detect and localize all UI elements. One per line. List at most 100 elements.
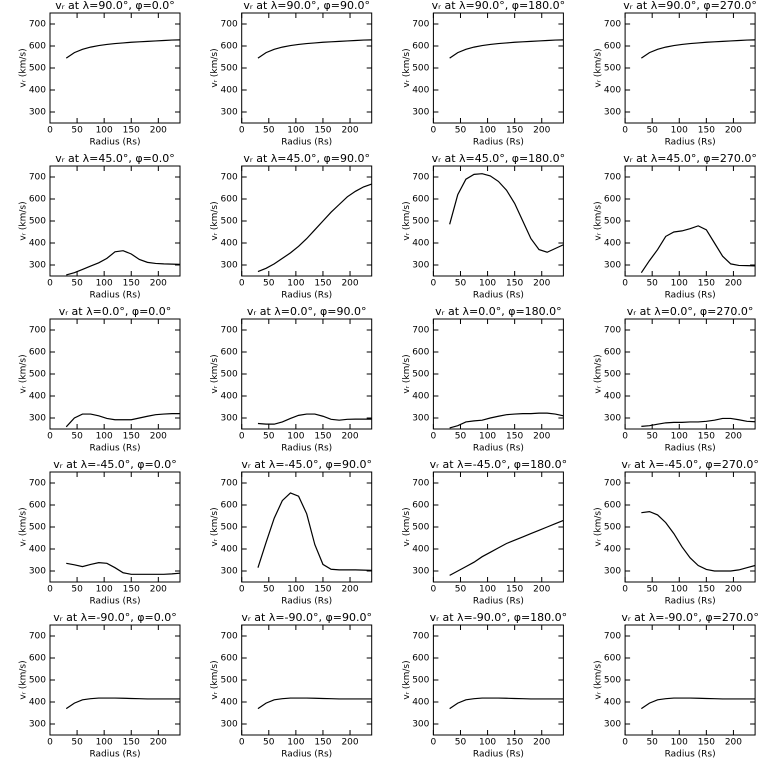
- y-tick-label: 600: [604, 501, 621, 511]
- y-tick-label: 500: [29, 370, 46, 380]
- data-line: [257, 183, 372, 273]
- data-line: [449, 697, 564, 710]
- y-tick-label: 300: [604, 261, 621, 271]
- x-tick-label: 50: [646, 738, 658, 748]
- y-tick-label: 300: [29, 567, 46, 577]
- y-tick-label: 500: [604, 676, 621, 686]
- y-axis-label: vᵣ (km/s): [594, 507, 604, 546]
- x-tick-label: 100: [287, 432, 304, 442]
- y-axis-label: vᵣ (km/s): [210, 201, 220, 240]
- y-tick-label: 600: [412, 501, 429, 511]
- x-tick-label: 50: [71, 279, 83, 289]
- y-tick-label: 600: [604, 348, 621, 358]
- x-tick-label: 100: [671, 738, 688, 748]
- plot-frame: [241, 471, 373, 583]
- y-tick-label: 500: [221, 523, 238, 533]
- x-tick-label: 100: [287, 279, 304, 289]
- x-tick-label: 200: [341, 432, 358, 442]
- plot-frame: [49, 12, 181, 124]
- y-tick-label: 400: [604, 698, 621, 708]
- y-tick-label: 400: [604, 239, 621, 249]
- plot-frame: [432, 165, 564, 277]
- y-tick-label: 700: [221, 632, 238, 642]
- data-line: [257, 492, 372, 571]
- x-tick-label: 100: [287, 585, 304, 595]
- x-tick-label: 0: [622, 738, 628, 748]
- x-tick-label: 100: [96, 279, 113, 289]
- plot-frame: [49, 165, 181, 277]
- x-tick-label: 100: [671, 279, 688, 289]
- data-line: [641, 39, 756, 59]
- x-tick-label: 0: [47, 126, 53, 136]
- chart-title: vᵣ at λ=-90.0°, φ=270.0°: [621, 611, 759, 624]
- y-tick-label: 700: [412, 173, 429, 183]
- x-tick-label: 0: [431, 279, 437, 289]
- x-tick-label: 150: [506, 585, 523, 595]
- plot-frame: [241, 165, 373, 277]
- y-tick-label: 400: [29, 545, 46, 555]
- x-tick-label: 100: [671, 585, 688, 595]
- y-axis-label: vᵣ (km/s): [594, 660, 604, 699]
- x-tick-label: 100: [96, 126, 113, 136]
- x-tick-label: 100: [479, 279, 496, 289]
- plot-frame: [624, 471, 756, 583]
- x-tick-label: 150: [123, 432, 140, 442]
- x-tick-label: 150: [698, 585, 715, 595]
- y-axis-label: vᵣ (km/s): [594, 48, 604, 87]
- y-tick-label: 400: [221, 392, 238, 402]
- x-tick-label: 100: [287, 126, 304, 136]
- y-tick-label: 300: [221, 720, 238, 730]
- x-axis-label: Radius (Rs): [281, 291, 332, 301]
- x-tick-label: 150: [314, 585, 331, 595]
- x-tick-label: 0: [622, 585, 628, 595]
- y-tick-label: 700: [412, 479, 429, 489]
- y-tick-label: 400: [412, 86, 429, 96]
- chart-title: vᵣ at λ=-45.0°, φ=90.0°: [241, 458, 372, 471]
- y-tick-label: 700: [221, 20, 238, 30]
- x-tick-label: 0: [239, 126, 245, 136]
- y-axis-label: vᵣ (km/s): [594, 354, 604, 393]
- x-tick-label: 0: [47, 279, 53, 289]
- y-tick-label: 700: [29, 326, 46, 336]
- x-axis-label: Radius (Rs): [281, 597, 332, 607]
- y-tick-label: 700: [604, 326, 621, 336]
- y-tick-label: 700: [221, 326, 238, 336]
- x-tick-label: 50: [71, 585, 83, 595]
- x-tick-label: 0: [47, 585, 53, 595]
- plot-frame: [241, 318, 373, 430]
- chart-title: vᵣ at λ=0.0°, φ=270.0°: [627, 305, 754, 318]
- y-tick-label: 300: [604, 108, 621, 118]
- x-tick-label: 100: [671, 432, 688, 442]
- chart-title: vᵣ at λ=45.0°, φ=180.0°: [432, 152, 566, 165]
- x-tick-label: 100: [96, 738, 113, 748]
- data-line: [257, 413, 372, 425]
- y-tick-label: 400: [29, 86, 46, 96]
- x-tick-label: 100: [96, 432, 113, 442]
- y-tick-label: 400: [221, 545, 238, 555]
- x-tick-label: 0: [239, 585, 245, 595]
- x-tick-label: 50: [71, 738, 83, 748]
- y-tick-label: 500: [604, 523, 621, 533]
- x-tick-label: 150: [698, 432, 715, 442]
- y-axis-label: vᵣ (km/s): [210, 354, 220, 393]
- x-axis-label: Radius (Rs): [281, 444, 332, 454]
- x-tick-label: 200: [341, 279, 358, 289]
- plot-frame: [241, 624, 373, 736]
- y-axis-label: vᵣ (km/s): [19, 201, 29, 240]
- data-line: [65, 39, 181, 59]
- plot-frame: [432, 624, 564, 736]
- plot-frame: [49, 471, 181, 583]
- x-tick-label: 150: [698, 279, 715, 289]
- x-tick-label: 0: [47, 432, 53, 442]
- x-axis-label: Radius (Rs): [89, 597, 140, 607]
- y-tick-label: 300: [412, 720, 429, 730]
- chart-title: vᵣ at λ=0.0°, φ=180.0°: [435, 305, 562, 318]
- x-tick-label: 150: [506, 432, 523, 442]
- x-tick-label: 50: [455, 738, 467, 748]
- y-tick-label: 400: [604, 86, 621, 96]
- y-tick-label: 500: [29, 676, 46, 686]
- x-tick-label: 0: [239, 738, 245, 748]
- x-tick-label: 200: [725, 126, 742, 136]
- x-tick-label: 100: [479, 126, 496, 136]
